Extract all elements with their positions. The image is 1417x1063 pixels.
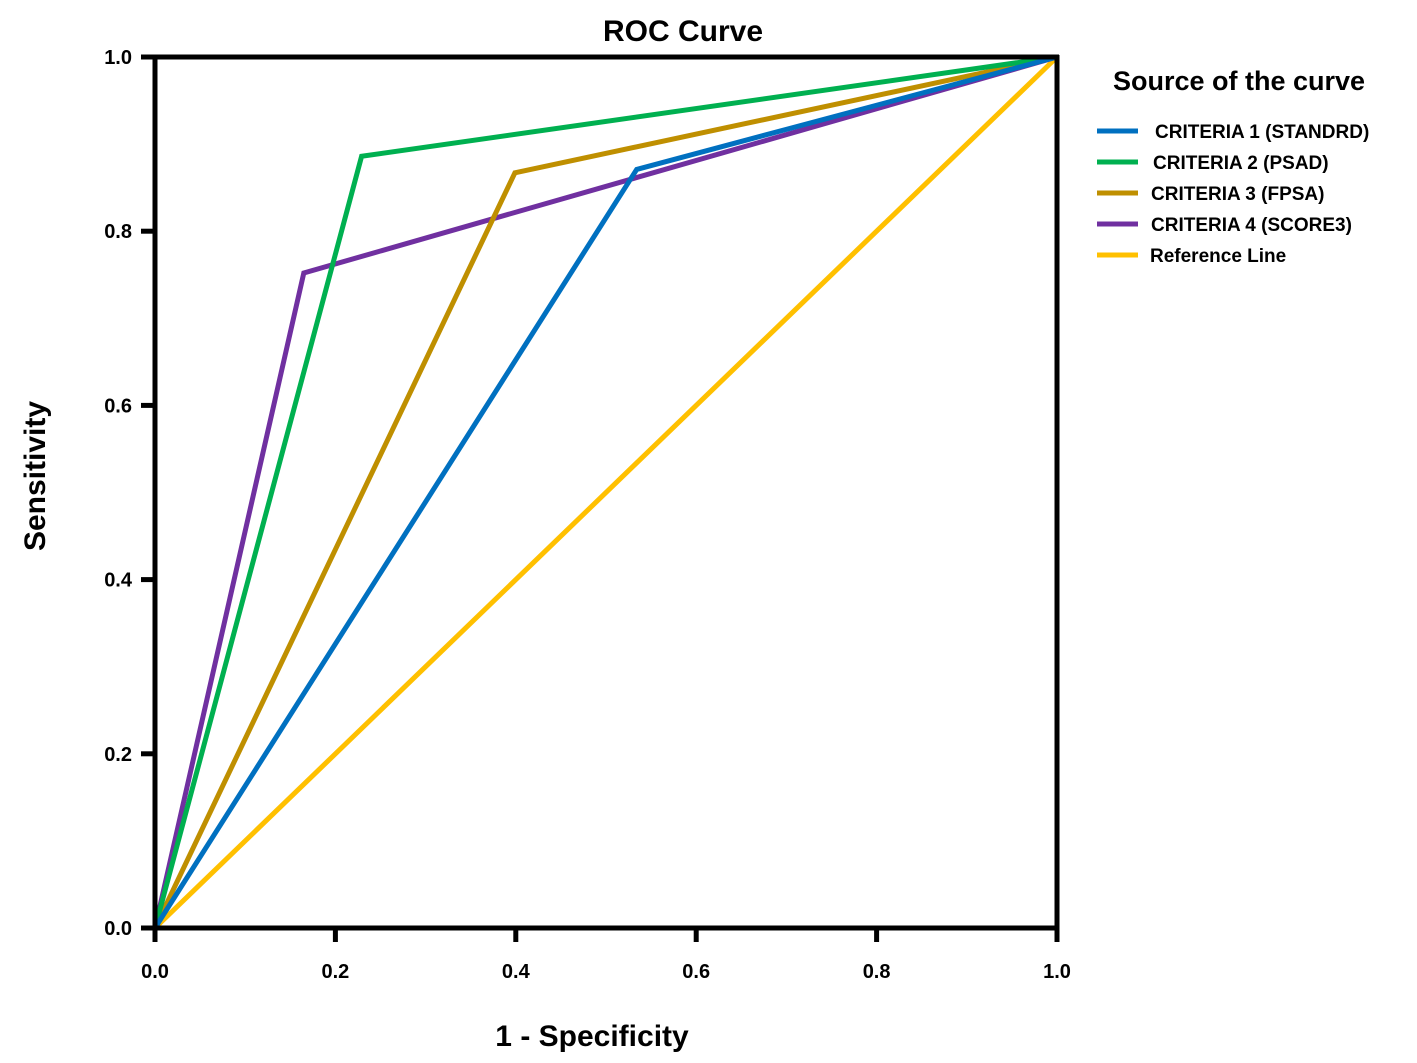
legend-label-reference-line: Reference Line [1150,246,1286,267]
x-tick-label: 0.0 [141,961,169,983]
legend: Source of the curve CRITERIA 1 (STANDRD)… [1097,66,1369,267]
y-tick-label: 0.4 [104,570,133,592]
y-tick-label: 0.6 [104,395,132,417]
y-ticks: 0.0 0.2 0.4 0.6 0.8 1.0 [104,47,155,940]
series-line-criteria-1-standrd [152,54,1058,930]
legend-label-criteria-4-score3: CRITERIA 4 (SCORE3) [1151,215,1352,236]
legend-label-criteria-2-psad: CRITERIA 2 (PSAD) [1153,153,1329,174]
series-line-criteria-4-score3 [152,54,1058,929]
y-tick-label: 0.0 [104,918,132,940]
chart-title: ROC Curve [603,15,763,48]
y-axis-label: Sensitivity [19,401,52,551]
series-line-reference-line [153,55,1059,930]
y-tick-label: 1.0 [104,47,132,69]
x-tick-label: 1.0 [1043,961,1071,983]
x-tick-label: 0.2 [321,961,349,983]
legend-label-criteria-1-standrd: CRITERIA 1 (STANDRD) [1155,122,1369,143]
legend-title: Source of the curve [1113,66,1365,96]
x-tick-label: 0.6 [682,961,710,983]
x-ticks: 0.0 0.2 0.4 0.6 0.8 1.0 [141,928,1071,983]
x-axis-label: 1 - Specificity [495,1020,689,1053]
series-line-criteria-3-fpsa [152,54,1058,930]
axes [152,54,1060,931]
legend-label-criteria-3-fpsa: CRITERIA 3 (FPSA) [1151,184,1324,205]
series-layer [152,54,1059,930]
legend-items: CRITERIA 1 (STANDRD) CRITERIA 2 (PSAD) CRI… [1097,122,1369,267]
x-tick-label: 0.4 [502,961,531,983]
x-tick-label: 0.8 [863,961,891,983]
y-tick-label: 0.2 [104,744,132,766]
y-tick-label: 0.8 [104,221,132,243]
series-line-criteria-2-psad [152,54,1058,929]
